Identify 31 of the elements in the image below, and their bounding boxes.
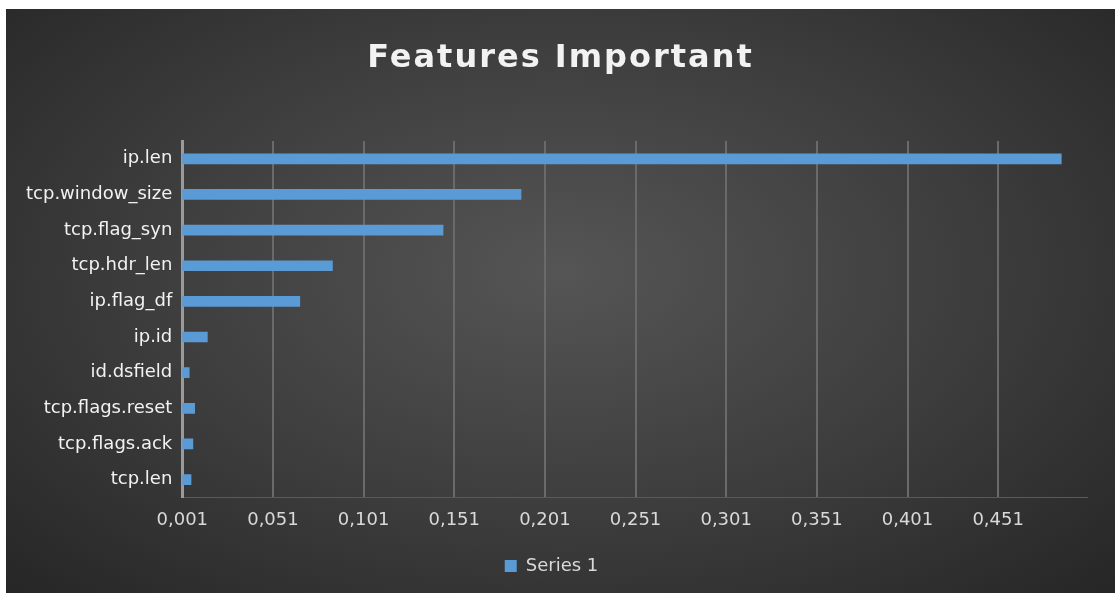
bar <box>182 367 190 379</box>
legend-label: Series 1 <box>525 553 599 575</box>
y-tick-label: id.dsfield <box>90 360 173 382</box>
y-tick-label: tcp.flags.reset <box>43 395 173 417</box>
x-tick-label: 0,401 <box>881 507 934 529</box>
bar <box>182 153 1062 165</box>
x-tick-label: 0,451 <box>972 507 1024 529</box>
bar <box>182 402 195 414</box>
y-tick-label: ip.id <box>133 324 173 346</box>
bar <box>182 331 208 343</box>
x-tick-label: 0,251 <box>609 507 662 529</box>
x-tick-label: 0,051 <box>247 507 299 529</box>
y-tick-label: tcp.flags.ack <box>57 431 173 453</box>
x-tick-label: 0,351 <box>791 507 843 529</box>
y-tick-label: ip.flag_df <box>89 289 173 312</box>
bar <box>182 189 522 200</box>
x-tick-label: 0,001 <box>156 507 209 529</box>
bar <box>182 224 444 236</box>
y-tick-label: tcp.len <box>110 467 173 489</box>
bar <box>182 260 333 272</box>
x-tick-label: 0,151 <box>428 507 481 529</box>
y-tick-label: tcp.flag_syn <box>63 217 173 240</box>
y-tick-label: tcp.window_size <box>26 182 173 205</box>
x-tick-label: 0,201 <box>519 507 571 529</box>
bar <box>182 296 301 307</box>
y-tick-label: tcp.hdr_len <box>71 253 173 276</box>
x-tick-label: 0,101 <box>337 507 390 529</box>
chart-title: Features Important <box>366 37 755 75</box>
x-tick-label: 0,301 <box>700 507 752 529</box>
bar <box>182 474 192 485</box>
y-tick-label: ip.len <box>122 146 173 168</box>
